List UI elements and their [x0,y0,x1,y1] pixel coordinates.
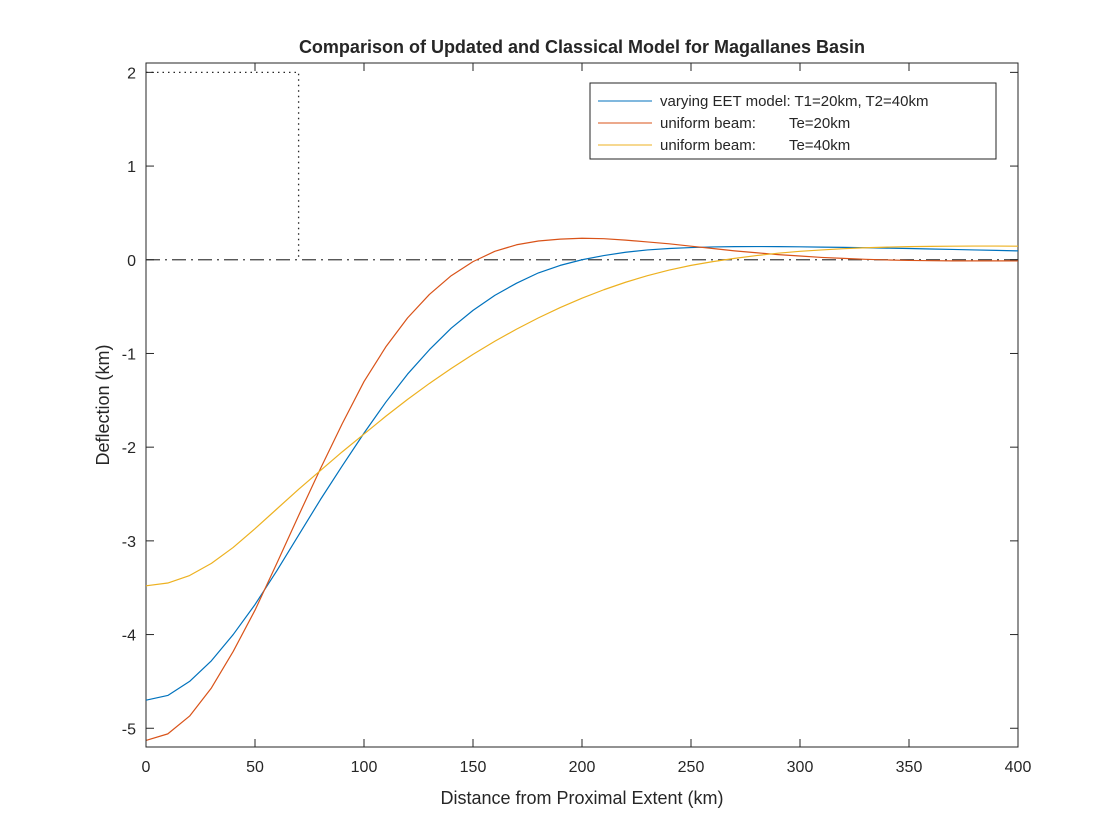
legend: varying EET model: T1=20km, T2=40km unif… [589,82,997,160]
y-tick-label: -5 [122,721,136,738]
x-axis-label: Distance from Proximal Extent (km) [440,788,723,808]
y-tick-label: 0 [127,253,136,270]
y-axis-ticks: 2 1 0 -1 -2 -3 -4 -5 [122,65,1018,738]
x-tick-label: 350 [896,759,923,776]
series-line-te40 [145,245,1019,587]
x-tick-label: 50 [246,759,264,776]
load-outline-line [146,71,300,260]
x-tick-label: 100 [351,759,378,776]
x-tick-label: 250 [678,759,705,776]
series-line-te20 [145,237,1018,742]
legend-entry-te20: uniform beam: Te=20km [660,115,850,132]
y-tick-label: 2 [127,65,136,82]
y-tick-label: 1 [127,159,136,176]
plot-area [145,62,1019,748]
series-lines [145,237,1019,742]
legend-entry-te40: uniform beam: Te=40km [660,137,850,154]
y-tick-label: -4 [122,628,136,645]
x-axis-ticks: 0 50 100 150 200 250 300 350 400 [142,63,1032,776]
x-tick-label: 0 [142,759,151,776]
x-tick-label: 400 [1005,759,1032,776]
x-tick-label: 300 [787,759,814,776]
y-tick-label: -3 [122,534,136,551]
x-tick-label: 150 [460,759,487,776]
legend-box [589,82,997,160]
legend-entry-varying-eet: varying EET model: T1=20km, T2=40km [660,93,928,110]
y-tick-label: -2 [122,440,136,457]
plot-box [145,62,1019,748]
x-tick-label: 200 [569,759,596,776]
y-axis-label: Deflection (km) [93,344,113,465]
chart-title: Comparison of Updated and Classical Mode… [299,37,865,57]
y-tick-label: -1 [122,346,136,363]
